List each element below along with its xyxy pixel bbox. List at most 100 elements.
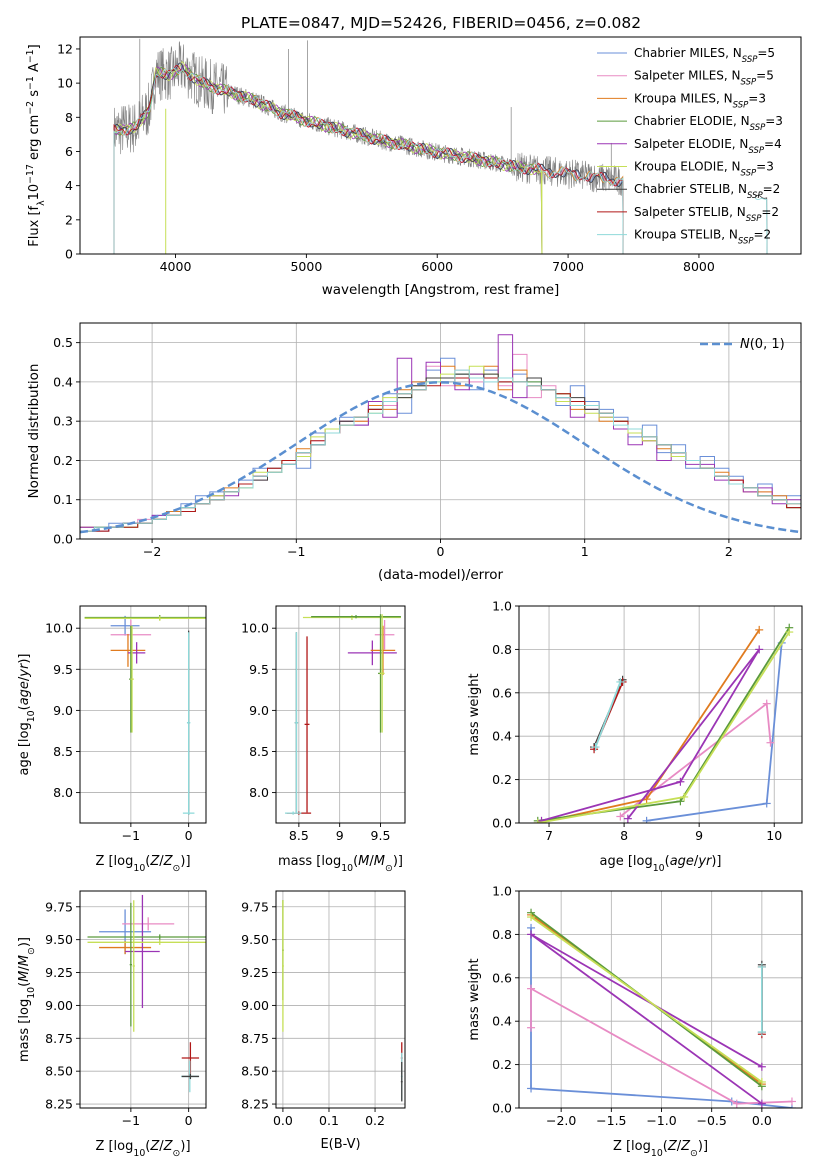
plot-area [113,38,768,254]
x-tick-label: −1.0 [646,1113,676,1128]
y-tick-label: 0.8 [492,927,512,942]
weight-marker-salpeter-elodie [623,814,632,823]
chart-residuals: −2 −1 0 1 2 0.0 0.1 0.2 0.3 0.4 0.5 (data-model)/er… [26,322,802,583]
weight-marker-salpeter-elodie [757,1099,766,1108]
y-axis-label: Normed distribution [26,364,42,499]
y-axis-label: mass [log10(M/M⊙)] [17,937,37,1062]
errorbar-point-kroupa-miles [370,625,396,676]
legend-label-kroupa-stelib: Kroupa STELIB, NSSP=2 [634,228,771,247]
legend-label-gaussian: N(0, 1) [740,337,785,352]
y-tick-label: 8.50 [241,1064,269,1079]
errorbar-point-chabrier-stelib [400,1061,403,1102]
errorbar-point-kroupa-elodie [379,614,385,733]
x-tick-label: −1 [122,1113,140,1128]
y-tick-label: 0.5 [53,335,73,350]
weight-marker-salpeter-miles [732,1099,741,1108]
weight-marker-salpeter-elodie [527,930,536,939]
legend-label-kroupa-elodie: Kroupa ELODIE, NSSP=3 [634,160,774,179]
histogram-kroupa-elodie [80,365,801,532]
y-tick-label: 8.0 [249,785,269,800]
y-tick-label: 9.0 [53,703,73,718]
y-tick-label: 8.5 [249,744,269,759]
y-tick-label: 0.0 [492,1101,512,1116]
x-tick-label: 0.1 [319,1113,339,1128]
y-tick-label: 8.5 [53,744,73,759]
x-tick-label: −2 [143,544,161,559]
weight-line-salpeter-elodie [541,648,760,822]
x-tick-label: 4000 [160,259,192,274]
y-tick-label: 12 [57,41,73,56]
legend: Chabrier MILES, NSSP=5 Salpeter MILES, NS… [597,46,783,247]
model-line-kroupa-stelib [113,67,768,254]
histogram-chabrier-elodie [80,373,801,532]
errorbar-point-kroupa-miles [99,940,152,955]
errorbar-point-salpeter-elodie [347,640,397,666]
histogram-kroupa-miles [80,365,801,528]
y-tick-label: 10.0 [45,621,73,636]
x-tick-label: 7000 [552,259,584,274]
chart-ebv-mass: 0.0 0.1 0.2 8.25 8.50 8.75 9.00 9.25 9.50 9.75 E(B… [241,890,406,1152]
y-tick-label: 0.2 [492,1057,512,1072]
axes-frame [518,890,803,1109]
y-tick-label: 8.25 [241,1097,269,1112]
x-tick-label: 0.2 [365,1113,385,1128]
y-tick-label: 10 [57,76,73,91]
histogram-salpeter-elodie [80,334,801,532]
weight-marker-chabrier-miles [762,799,771,808]
y-tick-label: 0.4 [492,729,512,744]
y-tick-label: 0.2 [492,772,512,787]
legend-label-chabrier-miles: Chabrier MILES, NSSP=5 [634,46,775,65]
y-tick-label: 8 [65,110,73,125]
x-tick-label: 0.0 [273,1113,293,1128]
y-tick-label: 9.5 [249,662,269,677]
plot-area [281,900,403,1102]
gaussian-reference-line [80,381,801,534]
y-tick-label: 9.00 [241,998,269,1013]
weight-marker-kroupa-elodie [757,1077,766,1086]
y-tick-label: 9.5 [53,662,73,677]
weight-marker-kroupa-stelib [757,962,766,971]
errorbar-point-salpeter-miles [122,917,175,931]
weight-line-kroupa-elodie [530,916,763,1083]
y-tick-label: 8.75 [45,1031,73,1046]
weight-marker-chabrier-elodie [676,797,685,806]
x-tick-label: 9 [336,828,344,843]
weight-marker-salpeter-miles [527,1023,536,1032]
histogram-kroupa-stelib [80,369,801,532]
chart-age-weight: 7 8 9 10 0.0 0.2 0.4 0.6 0.8 1.0 age [log10(age/yr… [467,599,803,874]
y-tick-label: 1.0 [492,884,512,899]
errorbar-point-salpeter-stelib [304,636,310,813]
x-tick-label: −0.5 [697,1113,727,1128]
errorbar-point-kroupa-miles [110,633,146,667]
x-axis-label: age [log10(age/yr)] [599,854,721,874]
y-tick-label: 8.75 [241,1031,269,1046]
axes-frame [275,605,406,824]
errorbar-point-kroupa-stelib [294,632,299,814]
model-line-salpeter-stelib [113,64,624,254]
errorbar-point-chabrier-stelib [181,1073,200,1080]
weight-line-salpeter-miles [530,987,793,1105]
y-tick-label: 0.2 [53,453,73,468]
y-tick-label: 9.75 [241,899,269,914]
x-tick-label: 0 [185,1113,193,1128]
x-tick-label: −1 [287,544,305,559]
weight-line-kroupa-stelib [594,681,622,748]
weight-marker-salpeter-miles [787,1097,796,1106]
figure-title: PLATE=0847, MJD=52426, FIBERID=0456, z=0… [241,14,641,32]
weight-marker-kroupa-elodie [785,628,794,637]
plot-area [284,614,401,815]
y-tick-label: 8.0 [53,785,73,800]
y-axis-label: mass weight [467,673,482,755]
errorbar-point-chabrier-elodie [87,934,206,940]
plot-area [533,623,794,823]
x-tick-label: 0.0 [752,1113,772,1128]
x-tick-label: 1 [581,544,589,559]
x-tick-label: 8 [620,828,628,843]
weight-line-chabrier-miles [646,642,783,822]
plot-area [87,894,206,1093]
weight-marker-salpeter-elodie [755,645,764,654]
x-tick-label: 9 [695,828,703,843]
errorbar-point-kroupa-stelib [284,811,302,815]
x-tick-label: 9.5 [371,828,391,843]
